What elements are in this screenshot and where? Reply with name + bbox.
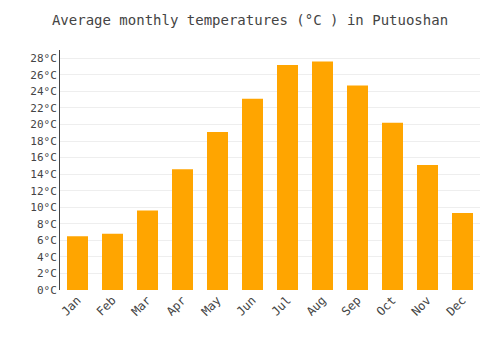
svg-text:4°C: 4°C <box>37 251 57 264</box>
svg-text:Sep: Sep <box>339 293 364 318</box>
svg-text:2°C: 2°C <box>37 267 57 280</box>
svg-text:16°C: 16°C <box>30 151 57 164</box>
svg-text:26°C: 26°C <box>30 69 57 82</box>
svg-text:Feb: Feb <box>94 293 119 318</box>
svg-text:0°C: 0°C <box>37 284 57 297</box>
svg-text:22°C: 22°C <box>30 102 57 115</box>
svg-text:Jan: Jan <box>59 293 84 318</box>
svg-text:28°C: 28°C <box>30 52 57 65</box>
svg-text:20°C: 20°C <box>30 118 57 131</box>
svg-text:Aug: Aug <box>304 293 329 318</box>
svg-text:Apr: Apr <box>164 293 189 318</box>
svg-text:Nov: Nov <box>409 293 434 318</box>
svg-text:14°C: 14°C <box>30 168 57 181</box>
svg-text:Mar: Mar <box>129 293 154 318</box>
svg-text:24°C: 24°C <box>30 85 57 98</box>
svg-text:Jul: Jul <box>269 293 294 318</box>
svg-text:12°C: 12°C <box>30 185 57 198</box>
svg-text:18°C: 18°C <box>30 135 57 148</box>
svg-text:6°C: 6°C <box>37 234 57 247</box>
svg-text:Average monthly temperatures (: Average monthly temperatures (°C ) in Pu… <box>52 12 448 28</box>
svg-text:Jun: Jun <box>234 293 259 318</box>
svg-text:10°C: 10°C <box>30 201 57 214</box>
svg-text:8°C: 8°C <box>37 218 57 231</box>
svg-text:May: May <box>199 293 224 318</box>
svg-text:Oct: Oct <box>374 293 399 318</box>
svg-text:Dec: Dec <box>444 293 469 318</box>
